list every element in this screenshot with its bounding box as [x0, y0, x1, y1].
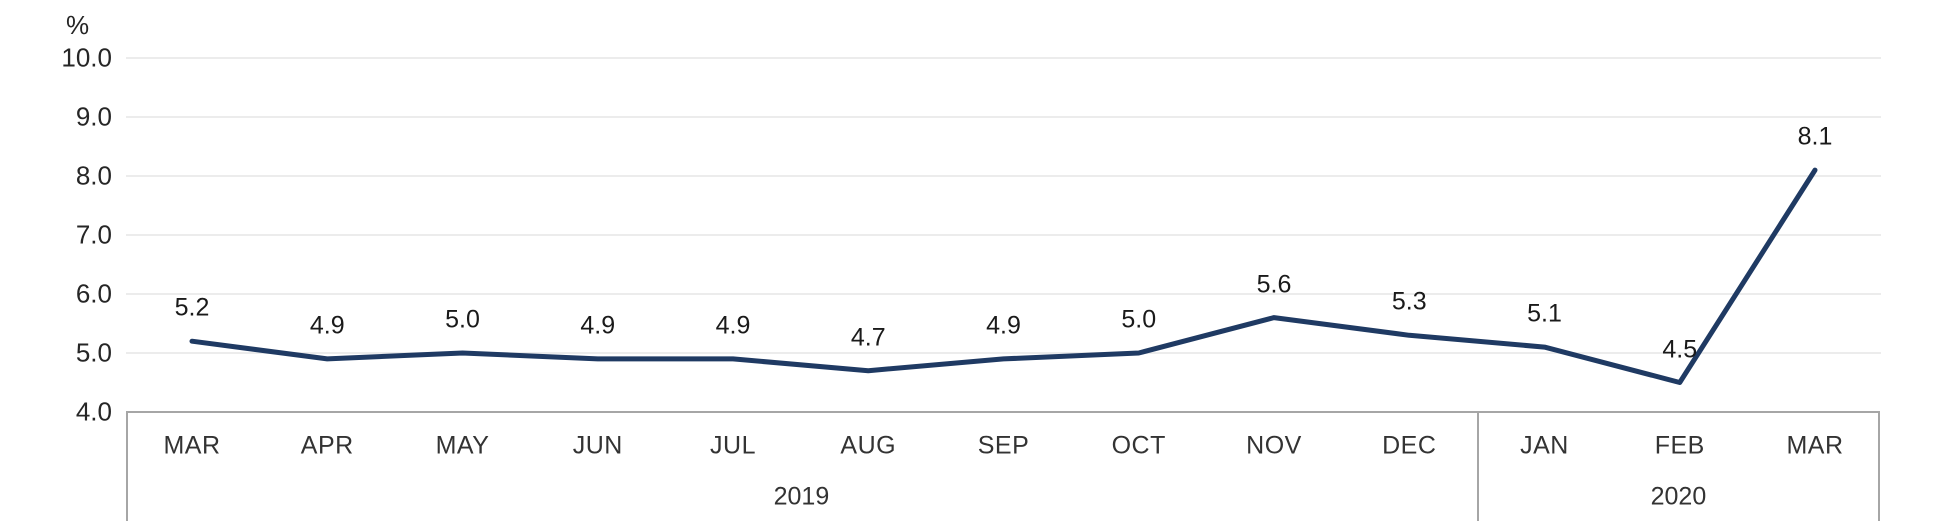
- data-point-label: 4.5: [1662, 335, 1698, 363]
- x-axis-month-label: MAY: [435, 431, 490, 460]
- x-axis-month-label: JUN: [572, 431, 623, 460]
- data-point-label: 5.0: [445, 305, 480, 334]
- data-point-label: 4.9: [986, 311, 1021, 340]
- y-axis-tick-label: 5.0: [75, 337, 112, 368]
- x-axis-month-label: JAN: [1520, 431, 1569, 460]
- data-point-label: 4.9: [309, 311, 345, 340]
- x-axis-year-label: 2020: [1650, 482, 1707, 511]
- x-axis-month-label: MAR: [1786, 431, 1844, 460]
- data-point-label: 5.1: [1527, 299, 1562, 328]
- x-axis-year-label: 2019: [773, 482, 830, 511]
- x-axis-month-label: DEC: [1382, 431, 1437, 460]
- x-axis-month-label: FEB: [1654, 431, 1705, 460]
- x-axis-month-label: AUG: [840, 431, 897, 460]
- y-axis-tick-label: 6.0: [75, 278, 112, 309]
- y-axis-tick-label: 10.0: [61, 42, 112, 73]
- data-point-label: 5.0: [1121, 305, 1157, 334]
- data-point-label: 4.9: [580, 311, 616, 340]
- y-axis-unit-label: %: [66, 10, 90, 40]
- x-axis-month-label: NOV: [1246, 431, 1302, 460]
- year-divider: [1476, 411, 1479, 521]
- data-point-label: 5.3: [1391, 287, 1427, 316]
- trend-line: [189, 167, 1818, 385]
- x-axis-month-label: APR: [300, 431, 354, 460]
- y-axis-tick-label: 4.0: [75, 396, 112, 427]
- y-axis-tick-label: 7.0: [75, 219, 112, 250]
- x-axis-month-label: MAR: [163, 431, 221, 460]
- x-axis-month-label: OCT: [1111, 431, 1166, 460]
- data-point-label: 5.6: [1256, 270, 1292, 299]
- data-point-label: 5.2: [174, 293, 210, 322]
- y-axis-tick-label: 9.0: [75, 101, 112, 132]
- y-axis-tick-label: 8.0: [75, 160, 112, 191]
- x-axis-month-label: JUL: [710, 431, 756, 460]
- x-axis-month-label: SEP: [977, 431, 1030, 460]
- x-axis-box: [126, 411, 1880, 521]
- data-point-label: 4.7: [850, 323, 886, 352]
- data-point-label: 4.9: [715, 311, 751, 340]
- data-point-label: 8.1: [1797, 122, 1833, 151]
